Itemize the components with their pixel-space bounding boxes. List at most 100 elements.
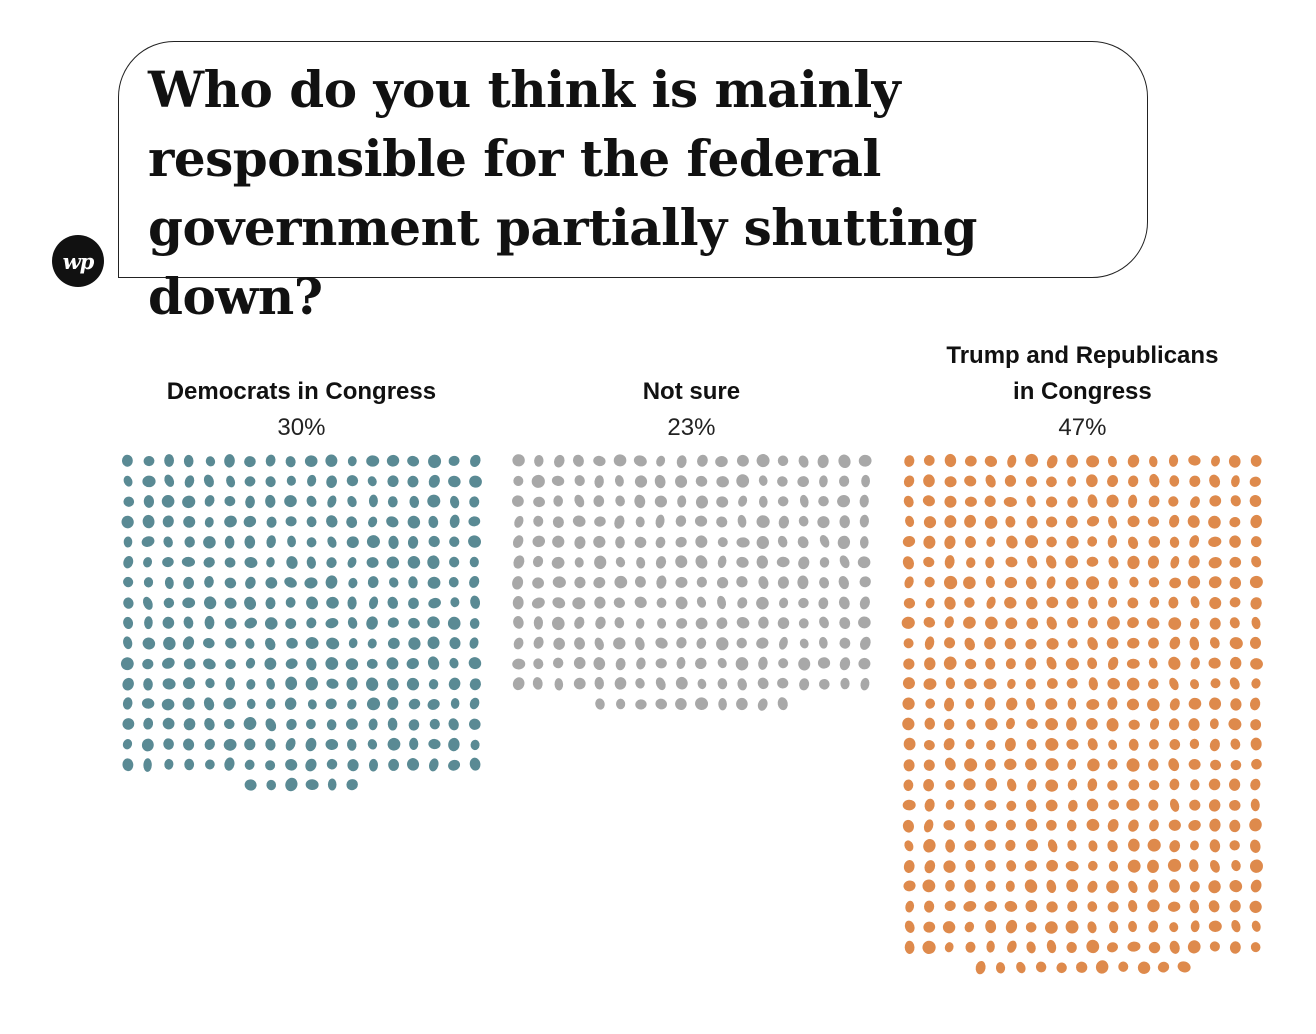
waffle-dot: [903, 495, 914, 508]
waffle-dot: [903, 638, 914, 649]
waffle-dot: [1250, 719, 1262, 731]
waffle-dot: [778, 658, 789, 669]
waffle-dot: [122, 718, 135, 730]
waffle-dot: [265, 494, 276, 508]
waffle-dot: [407, 475, 419, 488]
waffle-dot: [531, 597, 545, 609]
waffle-dot: [675, 475, 688, 488]
waffle-dot: [205, 759, 215, 770]
waffle-dot: [656, 575, 667, 589]
waffle-dot: [306, 537, 317, 548]
waffle-dot: [965, 739, 975, 750]
waffle-dot: [408, 719, 420, 731]
waffle-dot: [161, 495, 175, 508]
waffle-dot: [407, 515, 421, 529]
waffle-dot: [183, 738, 195, 751]
waffle-dot: [285, 456, 296, 468]
waffle-dot: [839, 617, 851, 630]
waffle-dot: [634, 536, 647, 548]
waffle-dot: [1004, 900, 1018, 912]
waffle-dot: [1250, 778, 1261, 791]
waffle-dot: [287, 535, 296, 548]
waffle-dot: [450, 698, 460, 709]
waffle-dot: [1149, 473, 1160, 488]
waffle-dot: [966, 557, 976, 568]
waffle-dot: [756, 454, 770, 468]
waffle-dot: [944, 942, 954, 953]
waffle-dot: [777, 535, 788, 548]
waffle-dot: [1169, 536, 1180, 548]
waffle-dot: [1169, 738, 1181, 750]
waffle-dot: [656, 455, 666, 467]
waffle-dot: [534, 454, 544, 467]
waffle-dot: [551, 556, 565, 569]
waffle-dot: [224, 597, 237, 609]
waffle-dot: [1075, 961, 1088, 973]
dot-group: [901, 453, 1263, 975]
waffle-dot: [635, 618, 645, 629]
waffle-dot: [204, 717, 215, 731]
waffle-dot: [512, 596, 524, 610]
waffle-dot: [695, 657, 707, 670]
waffle-dot: [1189, 617, 1200, 630]
waffle-dot: [143, 678, 153, 691]
waffle-dot: [861, 474, 871, 488]
waffle-dot: [366, 677, 379, 691]
waffle-dot: [244, 759, 255, 770]
waffle-dot: [1046, 455, 1058, 469]
waffle-dot: [839, 637, 851, 649]
waffle-dot: [265, 454, 276, 467]
waffle-dot: [1025, 818, 1038, 832]
waffle-dot: [636, 556, 646, 569]
waffle-dot: [677, 495, 687, 508]
waffle-dot: [838, 596, 850, 610]
waffle-dot: [1250, 798, 1260, 812]
waffle-dot: [285, 516, 297, 527]
waffle-dot: [1066, 454, 1078, 468]
waffle-dot: [122, 677, 134, 691]
waffle-dot: [573, 677, 586, 690]
waffle-dot: [1209, 495, 1222, 507]
waffle-dot: [924, 576, 935, 588]
waffle-dot: [1148, 941, 1161, 954]
waffle-dot: [1045, 921, 1058, 934]
waffle-dot: [1128, 920, 1137, 933]
waffle-dot: [676, 455, 687, 468]
waffle-dot: [554, 454, 565, 468]
waffle-dot: [1026, 839, 1038, 852]
waffle-dot: [1231, 919, 1241, 933]
waffle-dot: [1229, 656, 1242, 670]
waffle-dot: [1149, 456, 1158, 468]
waffle-dot: [1210, 678, 1221, 689]
waffle-dot: [1107, 535, 1118, 549]
waffle-dot: [756, 515, 770, 528]
waffle-dot: [655, 637, 668, 649]
waffle-dot: [634, 475, 648, 488]
waffle-dot: [944, 535, 956, 549]
waffle-dot: [469, 618, 480, 629]
waffle-dot: [839, 657, 851, 671]
waffle-dot: [533, 636, 544, 649]
waffle-dot: [1045, 496, 1058, 508]
waffle-dot: [532, 535, 546, 548]
waffle-dot: [182, 597, 196, 609]
waffle-dot: [595, 616, 606, 630]
percentage-label: 30%: [277, 414, 325, 441]
waffle-dot: [1149, 819, 1159, 832]
waffle-dot: [553, 637, 565, 650]
waffle-dot: [1208, 900, 1220, 913]
waffle-dot: [164, 474, 175, 487]
waffle-dot: [429, 718, 440, 730]
waffle-dot: [818, 597, 829, 610]
waffle-dot: [984, 758, 996, 771]
waffle-dot: [1250, 879, 1262, 893]
waffle-dot: [614, 617, 625, 629]
waffle-dot: [1005, 919, 1018, 934]
waffle-dot: [902, 819, 914, 833]
waffle-dot: [902, 536, 916, 547]
waffle-dot: [285, 759, 298, 771]
waffle-dot: [838, 576, 849, 590]
waffle-dot: [1188, 758, 1201, 770]
waffle-dot: [736, 537, 750, 548]
waffle-dot: [984, 900, 997, 912]
